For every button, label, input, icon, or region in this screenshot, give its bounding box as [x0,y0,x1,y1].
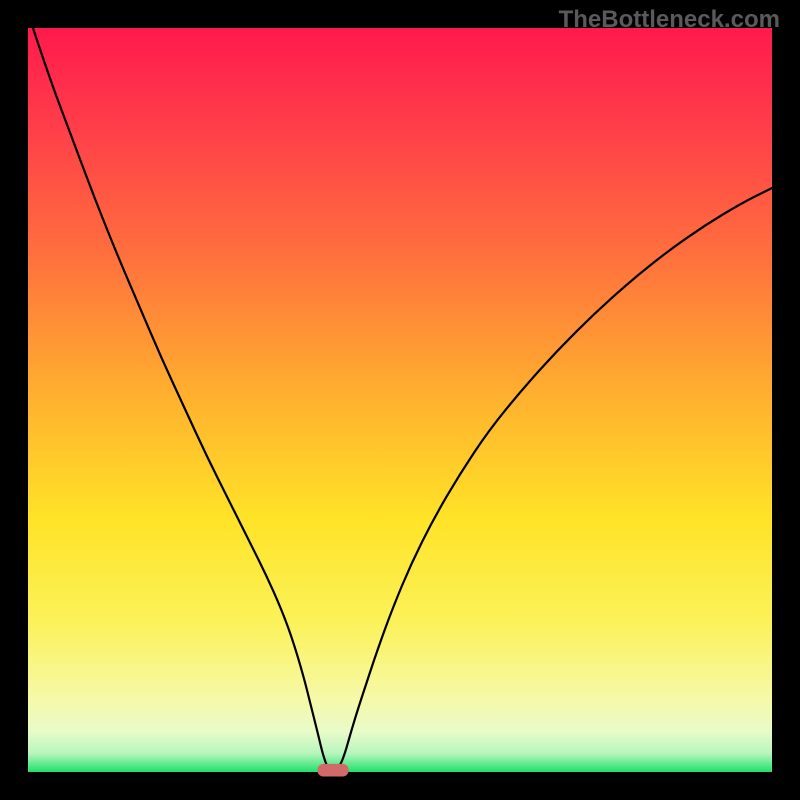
curve-right-branch [337,188,772,770]
curve-layer [28,28,772,772]
chart-frame: TheBottleneck.com [0,0,800,800]
optimum-marker [317,764,348,777]
plot-area [28,28,772,772]
watermark-text: TheBottleneck.com [559,6,780,34]
curve-left-branch [28,13,329,770]
